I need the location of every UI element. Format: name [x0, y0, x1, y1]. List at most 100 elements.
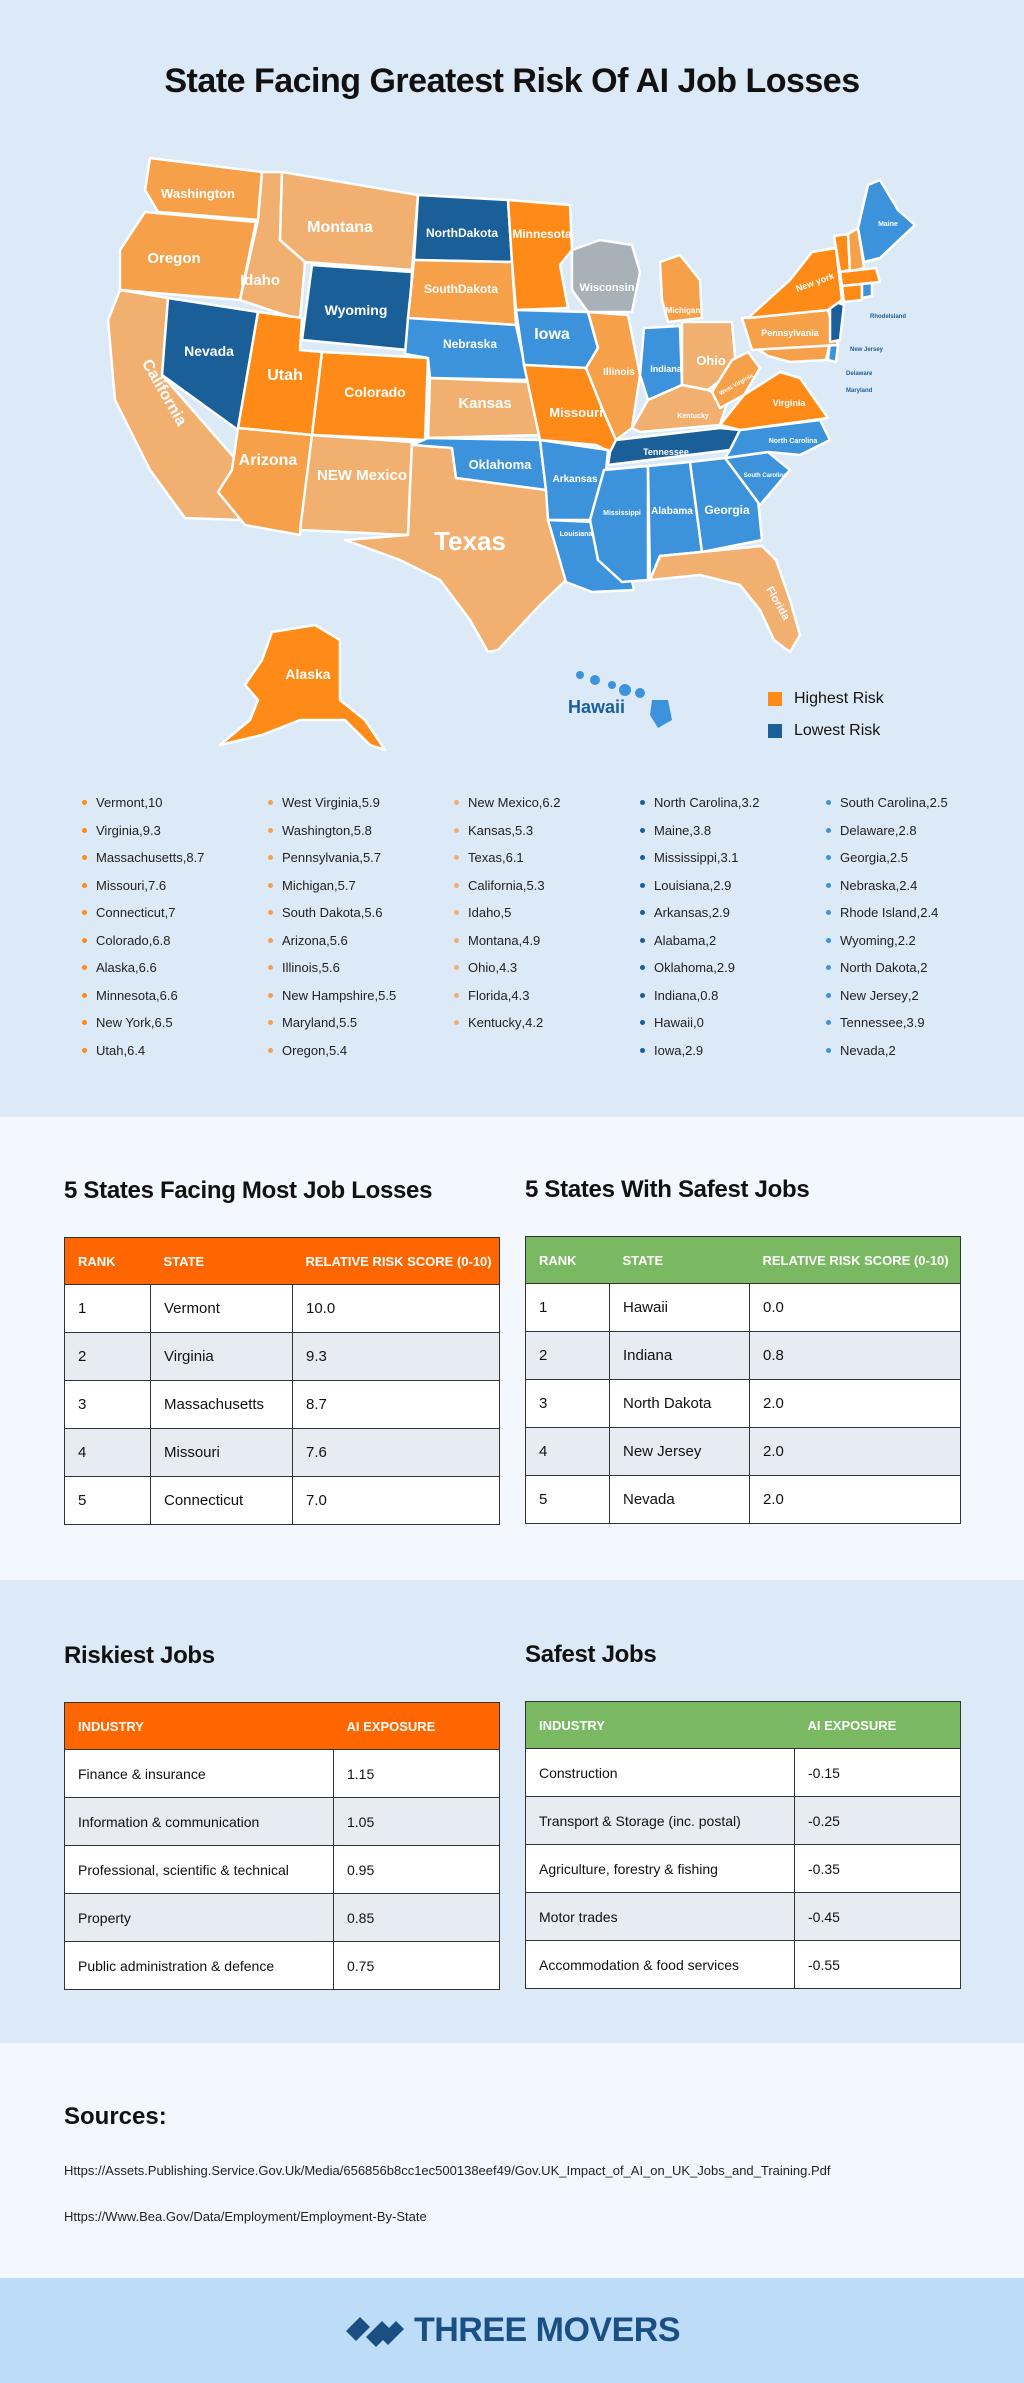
state-score-item: Nebraska, 2.4: [824, 876, 1010, 904]
col-header-state: STATE: [163, 1253, 205, 1269]
state-score: 3.1: [720, 850, 739, 865]
state-georgia: [688, 456, 764, 554]
state-name: South Carolina: [840, 795, 926, 810]
most-losses-panel: 5 States Facing Most Job Losses RANK STA…: [64, 1177, 500, 1525]
separator: ,: [894, 822, 899, 838]
separator: ,: [696, 987, 701, 1003]
table-row: Information & communication 1.05: [64, 1797, 500, 1846]
state-score-lists: Vermont, 10 Virginia, 9.3 Massachusetts, 8…: [80, 793, 1010, 1068]
state-score: 5.4: [329, 1042, 348, 1058]
map-label-south-carolina: South Carolina: [744, 473, 787, 479]
state-score-item: West Virginia, 5.9: [266, 793, 452, 821]
table-row: 5 Connecticut 7.0: [64, 1476, 500, 1525]
cell-industry: Finance & insurance: [64, 1749, 334, 1798]
cell-rank: 3: [64, 1380, 151, 1429]
map-label-pennsylvania: Pennsylvania: [761, 328, 820, 338]
map-label-maryland: Maryland: [846, 388, 873, 394]
state-score: 0: [696, 1015, 704, 1030]
bullet-dot-icon: [454, 910, 459, 915]
state-score: 3.2: [741, 795, 760, 810]
state-score-item: Pennsylvania, 5.7: [266, 848, 452, 876]
cell-rank: 2: [525, 1331, 610, 1380]
separator: ,: [374, 987, 379, 1003]
state-score: 5.8: [353, 822, 372, 838]
table-row: 4 New Jersey 2.0: [525, 1427, 961, 1476]
state-score: 6.4: [127, 1042, 146, 1058]
map-label-oklahoma: Oklahoma: [469, 457, 533, 472]
state-score-item: Maryland, 5.5: [266, 1013, 452, 1041]
state-score-item: Illinois, 5.6: [266, 958, 452, 986]
separator: ,: [907, 987, 912, 1003]
source-link-bea[interactable]: Https://Www.Bea.Gov/Data/Employment/Empl…: [64, 2209, 427, 2224]
state-score: 6.6: [138, 960, 157, 975]
cell-rank: 1: [64, 1284, 151, 1333]
bullet-dot-icon: [454, 827, 459, 833]
separator: ,: [713, 960, 717, 975]
state-score-item: Mississippi, 3.1: [638, 848, 824, 876]
separator: ,: [326, 932, 330, 948]
state-score-item: Wyoming, 2.2: [824, 931, 1010, 959]
cell-exposure: 0.95: [333, 1845, 500, 1894]
cell-state: New Jersey: [609, 1427, 750, 1476]
state-name: Minnesota: [96, 987, 156, 1003]
page-title: State Facing Greatest Risk Of AI Job Los…: [164, 62, 860, 100]
cell-state: Massachusetts: [150, 1380, 293, 1429]
brand-logo[interactable]: THREE MOVERS: [344, 2311, 681, 2351]
state-score-item: Rhode Island, 2.4: [824, 903, 1010, 931]
separator: ,: [681, 1042, 686, 1058]
state-name: Nevada: [840, 1042, 885, 1058]
table-row: 2 Indiana 0.8: [525, 1331, 961, 1380]
state-massachusetts: [838, 266, 882, 288]
riskiest-jobs-title: Riskiest Jobs: [64, 1642, 215, 1669]
bullet-dot-icon: [268, 1020, 273, 1025]
state-name: Ohio: [468, 960, 496, 975]
state-score-item: Maine, 3.8: [638, 821, 824, 849]
state-score: 5.9: [361, 795, 380, 810]
map-label-texas: Texas: [434, 526, 506, 556]
state-name: Arizona: [282, 932, 327, 948]
state-name: New Hampshire: [282, 987, 375, 1003]
separator: ,: [495, 960, 500, 975]
bullet-dot-icon: [454, 965, 459, 970]
bullet-dot-icon: [640, 965, 645, 970]
separator: ,: [148, 932, 153, 948]
state-name: Michigan: [282, 877, 335, 893]
state-score: 5.3: [526, 877, 545, 893]
map-label-iowa: Iowa: [534, 326, 570, 343]
state-score-item: Texas, 6.1: [452, 848, 638, 876]
separator: ,: [325, 1042, 329, 1058]
map-label-missouri: Missouri: [549, 405, 602, 420]
source-link-gov-uk[interactable]: Https://Assets.Publishing.Service.Gov.Uk…: [64, 2163, 831, 2178]
state-name: Oregon: [282, 1042, 326, 1058]
map-label-nebraska: Nebraska: [443, 337, 497, 351]
legend-swatch-highest: [768, 692, 782, 706]
state-score-item: Utah, 6.4: [80, 1041, 266, 1069]
state-name: Virginia: [96, 822, 140, 838]
bullet-dot-icon: [826, 1047, 831, 1053]
cell-state: Hawaii: [609, 1283, 750, 1332]
state-name: Arkansas: [654, 905, 709, 920]
state-score: 3.8: [693, 822, 712, 838]
state-maine: [856, 178, 917, 264]
state-name: Massachusetts: [96, 850, 183, 865]
state-name: New Jersey: [840, 987, 908, 1003]
state-score: 10: [148, 795, 163, 810]
separator: ,: [335, 1015, 340, 1030]
state-score-item: Tennessee, 3.9: [824, 1013, 1010, 1041]
bullet-dot-icon: [82, 1020, 87, 1025]
state-score-item: Missouri, 7.6: [80, 876, 266, 904]
safest-jobs-panel: Safest Jobs INDUSTRY AI EXPOSURE Constru…: [525, 1641, 961, 1989]
state-wisconsin: [570, 238, 642, 314]
state-alaska: [218, 623, 387, 752]
map-label-tennessee: Tennessee: [643, 447, 689, 457]
state-score: 2.9: [716, 960, 735, 975]
state-score: 6.2: [542, 795, 561, 810]
table-row: Public administration & defence 0.75: [64, 1941, 500, 1990]
bullet-dot-icon: [82, 882, 87, 888]
state-score-item: Florida, 4.3: [452, 986, 638, 1014]
state-score: 5.5: [339, 1015, 358, 1030]
state-name: Connecticut: [96, 905, 165, 920]
bullet-dot-icon: [268, 965, 273, 970]
state-minnesota: [506, 198, 574, 312]
bullet-dot-icon: [268, 992, 273, 998]
